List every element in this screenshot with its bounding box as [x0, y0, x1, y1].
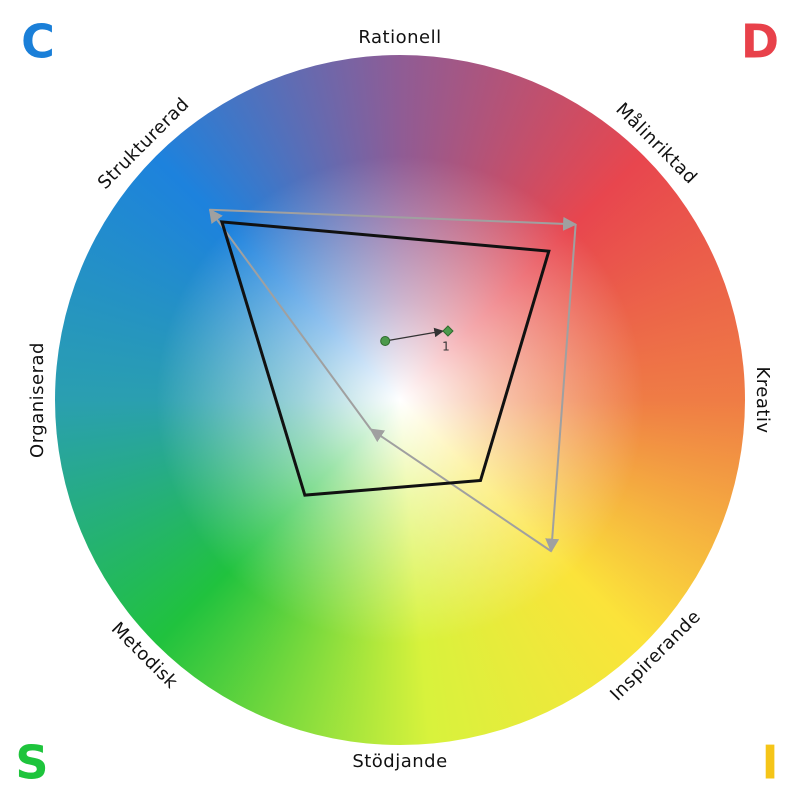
corner-letter: D	[741, 15, 779, 69]
series-outline	[210, 210, 576, 552]
corner-letter: I	[761, 736, 778, 790]
corner-letter: S	[15, 736, 48, 790]
axis-label: Strukturerad	[94, 94, 194, 194]
marker-start	[380, 336, 391, 347]
axis-label: Inspirerande	[606, 606, 705, 705]
series-outline	[219, 220, 551, 497]
series-edge	[209, 208, 578, 231]
axis-label: Målinriktad	[611, 99, 701, 189]
axis-label: Metodisk	[107, 618, 182, 693]
series-edge	[545, 224, 577, 553]
wheel-glow	[55, 55, 745, 745]
series-edge	[208, 208, 372, 430]
corner-letter: C	[21, 15, 55, 69]
axis-label: Stödjande	[352, 751, 447, 772]
series-edge	[369, 428, 552, 553]
axis-label: Kreativ	[752, 366, 773, 433]
axis-label: Rationell	[358, 27, 441, 48]
marker-label: 1	[442, 340, 450, 354]
marker-arrow	[385, 327, 444, 342]
axis-label: Organiserad	[27, 342, 48, 458]
marker-end	[442, 325, 454, 337]
